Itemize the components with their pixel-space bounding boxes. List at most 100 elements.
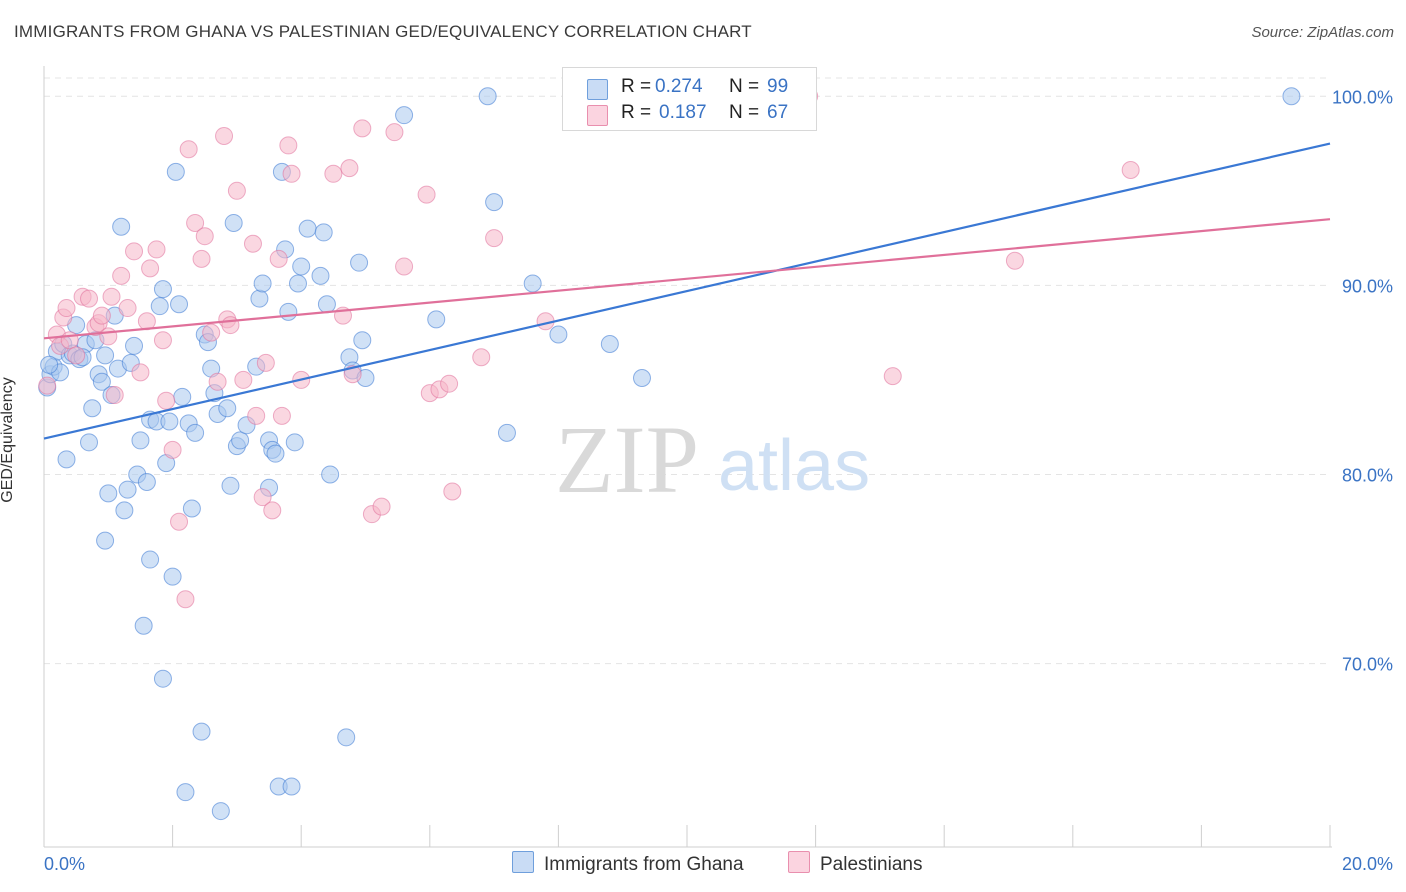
ghana-point [176, 783, 195, 802]
y-tick-label: 70.0% [1342, 655, 1393, 675]
ghana-point [150, 297, 169, 316]
ghana-point [523, 274, 542, 293]
palestinian-point [38, 376, 57, 395]
ghana-point [353, 331, 372, 350]
palestinian-point [60, 331, 79, 350]
stats-n-value: 67 [767, 102, 789, 123]
ghana-point [288, 274, 307, 293]
palestinian-point [202, 323, 221, 342]
palestinian-point [269, 249, 288, 268]
palestinian-point [485, 229, 504, 248]
ghana-point [125, 336, 144, 355]
x-tick-label: 20.0% [1342, 854, 1393, 874]
source-label: Source: ZipAtlas.com [1251, 24, 1394, 41]
stats-n-value: 99 [767, 76, 789, 97]
palestinian-point [99, 327, 118, 346]
ghana-point [311, 266, 330, 285]
palestinian-point [80, 289, 99, 308]
legend-label-ghana: Immigrants from Ghana [544, 854, 744, 875]
ghana-point [221, 476, 240, 495]
legend-item-ghana[interactable]: Immigrants from Ghana [512, 851, 744, 876]
ghana-point [96, 531, 115, 550]
ghana-point [632, 369, 651, 388]
correlation-stats-box: R = 0.274 N = 99 R = 0.187 N = 67 [562, 67, 817, 131]
palestinian-point [1005, 251, 1024, 270]
y-tick-label: 100.0% [1332, 87, 1393, 107]
palestinian-point [208, 372, 227, 391]
ghana-point [83, 399, 102, 418]
palestinian-point [163, 440, 182, 459]
ghana-point [118, 480, 137, 499]
palestinian-point [247, 406, 266, 425]
ghana-point [80, 433, 99, 452]
ghana-point [395, 106, 414, 125]
palestinian-point [102, 287, 121, 306]
watermark-atlas: atlas [718, 426, 870, 506]
stats-n-label: N = [729, 102, 760, 123]
ghana-point [211, 802, 230, 821]
watermark-zip: ZIP [555, 406, 699, 513]
palestinian-point [92, 306, 111, 325]
palestinian-point [141, 259, 160, 278]
data-points [38, 87, 1301, 821]
ghana-point [182, 499, 201, 518]
ghana-point [549, 325, 568, 344]
y-tick-label: 90.0% [1342, 276, 1393, 296]
palestinian-point [176, 590, 195, 609]
ghana-point [92, 372, 111, 391]
ghana-point [292, 257, 311, 276]
ghana-point [337, 728, 356, 747]
palestinian-point [443, 482, 462, 501]
palestinian-point [118, 299, 137, 318]
palestinian-point [186, 213, 205, 232]
palestinian-point [131, 363, 150, 382]
ghana-point [134, 616, 153, 635]
stats-r-value: 0.274 [655, 76, 703, 97]
ghana-trendline [43, 142, 1331, 440]
ghana-point [173, 387, 192, 406]
palestinian-point [472, 348, 491, 367]
ghana-point [137, 473, 156, 492]
ghana-point [186, 423, 205, 442]
ghana-point [112, 217, 131, 236]
ghana-point [153, 280, 172, 299]
axes [43, 66, 1332, 848]
palestinian-point [883, 367, 902, 386]
palestinian-point [125, 242, 144, 261]
chart-title: IMMIGRANTS FROM GHANA VS PALESTINIAN GED… [14, 22, 752, 41]
palestinian-point [417, 185, 436, 204]
ghana-point [218, 399, 237, 418]
palestinian-point [112, 266, 131, 285]
ghana-point [497, 423, 516, 442]
ghana-point [478, 87, 497, 106]
palestinian-point [67, 346, 86, 365]
x-tick-label: 0.0% [44, 854, 85, 874]
palestinian-point [195, 227, 214, 246]
palestinian-point [234, 370, 253, 389]
ghana-point [314, 223, 333, 242]
palestinian-point [256, 353, 275, 372]
palestinian-point [221, 316, 240, 335]
palestinian-point [243, 234, 262, 253]
palestinian-point [340, 159, 359, 178]
legend-item-palestinians[interactable]: Palestinians [788, 851, 922, 876]
ghana-point [231, 431, 250, 450]
ghana-point [160, 412, 179, 431]
palestinian-point [263, 501, 282, 520]
palestinian-point [215, 126, 234, 145]
palestinian-point [1121, 161, 1140, 180]
stats-r-value: 0.187 [659, 102, 707, 123]
palestinian-point [385, 123, 404, 142]
y-tick-label: 80.0% [1342, 465, 1393, 485]
ghana-point [141, 550, 160, 569]
ghana-point [166, 162, 185, 181]
ghana-point [600, 334, 619, 353]
ghana-point [1282, 87, 1301, 106]
palestinian-point [282, 164, 301, 183]
ghana-point [298, 219, 317, 238]
stats-swatch-ghana [587, 79, 608, 100]
ghana-point [192, 722, 211, 741]
palestinian-point [440, 374, 459, 393]
ghana-point [485, 193, 504, 212]
stats-r-label: R = [621, 76, 652, 97]
